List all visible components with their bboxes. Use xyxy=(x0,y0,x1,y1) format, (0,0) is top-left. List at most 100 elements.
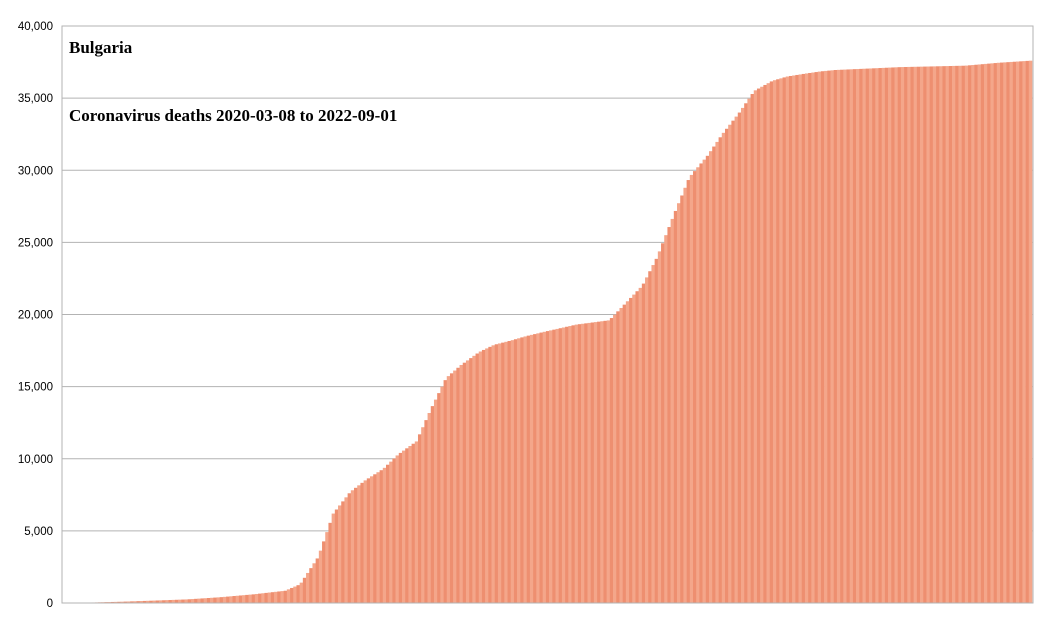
bar xyxy=(635,291,639,603)
bar xyxy=(760,86,764,603)
bar xyxy=(993,63,998,604)
bar xyxy=(945,66,950,603)
y-tick-label: 25,000 xyxy=(18,237,53,249)
bar xyxy=(939,66,943,604)
y-tick-label: 10,000 xyxy=(18,454,53,466)
bar xyxy=(1000,62,1004,603)
bar xyxy=(990,63,994,603)
bar xyxy=(507,341,512,603)
bar xyxy=(680,195,684,604)
bar xyxy=(290,587,294,603)
bar xyxy=(203,598,208,603)
bar xyxy=(923,66,927,603)
bar xyxy=(430,406,435,603)
bar xyxy=(750,94,755,603)
bar xyxy=(379,470,384,603)
bar xyxy=(891,67,895,603)
bar xyxy=(344,497,348,603)
bar xyxy=(354,487,358,603)
bar xyxy=(302,577,307,603)
bar xyxy=(811,72,815,603)
bar xyxy=(590,322,595,603)
bar xyxy=(766,83,771,603)
bar xyxy=(875,68,879,604)
bar xyxy=(724,128,729,603)
bar xyxy=(968,65,972,604)
bar xyxy=(296,585,300,603)
bar xyxy=(718,137,723,603)
bar xyxy=(497,343,502,603)
bar xyxy=(613,314,617,603)
bar xyxy=(737,112,742,604)
bar xyxy=(293,586,297,603)
bar xyxy=(488,346,492,603)
bar xyxy=(846,69,851,603)
bar xyxy=(1012,61,1017,604)
bar xyxy=(801,73,806,603)
bar xyxy=(683,187,687,603)
bar xyxy=(744,103,748,603)
y-tick-label: 20,000 xyxy=(18,310,53,322)
bar xyxy=(146,600,150,603)
bar xyxy=(114,601,118,603)
bar xyxy=(139,601,144,603)
bar xyxy=(328,522,332,603)
bar xyxy=(542,331,547,603)
bar xyxy=(274,591,278,603)
y-tick-label: 0 xyxy=(47,598,53,610)
bar xyxy=(920,66,924,603)
chart-title: Bulgaria xyxy=(69,38,133,57)
bar xyxy=(526,335,531,603)
bar xyxy=(568,326,572,603)
bar xyxy=(897,67,902,603)
bar xyxy=(433,399,438,603)
bar xyxy=(785,76,790,604)
y-tick-label: 15,000 xyxy=(18,382,53,394)
bar xyxy=(1003,62,1007,604)
bar xyxy=(904,66,908,604)
bar xyxy=(341,501,345,603)
bar xyxy=(549,330,553,603)
bar xyxy=(776,79,780,603)
bar xyxy=(964,65,969,603)
bar xyxy=(398,452,403,603)
bar xyxy=(677,203,681,603)
bar xyxy=(593,322,598,603)
bar xyxy=(654,258,659,603)
bar xyxy=(804,73,809,603)
bar xyxy=(117,601,121,603)
bar xyxy=(980,64,985,604)
bar xyxy=(948,66,953,603)
bar xyxy=(152,600,157,603)
bar xyxy=(574,324,579,603)
bar xyxy=(622,304,627,603)
bar xyxy=(417,434,422,603)
bar xyxy=(971,65,975,603)
bar xyxy=(459,364,464,603)
bar xyxy=(619,307,623,603)
bar xyxy=(827,70,831,604)
bar xyxy=(270,592,275,603)
bar xyxy=(171,599,176,603)
bar xyxy=(929,66,934,603)
bar xyxy=(322,541,326,603)
bar xyxy=(641,283,646,603)
bar xyxy=(910,66,914,604)
bar xyxy=(462,362,467,603)
bar xyxy=(510,340,515,603)
bar xyxy=(552,329,556,603)
bar xyxy=(216,597,220,603)
bar xyxy=(693,171,697,603)
bar xyxy=(645,277,649,603)
bar xyxy=(536,333,540,603)
bar xyxy=(667,227,671,604)
bar xyxy=(856,69,860,603)
bar xyxy=(638,287,643,603)
bar xyxy=(533,334,537,603)
bar xyxy=(226,596,230,603)
bar xyxy=(277,591,281,603)
bar xyxy=(872,68,876,603)
bar xyxy=(443,380,448,603)
bar xyxy=(133,601,137,603)
bar xyxy=(194,598,198,603)
